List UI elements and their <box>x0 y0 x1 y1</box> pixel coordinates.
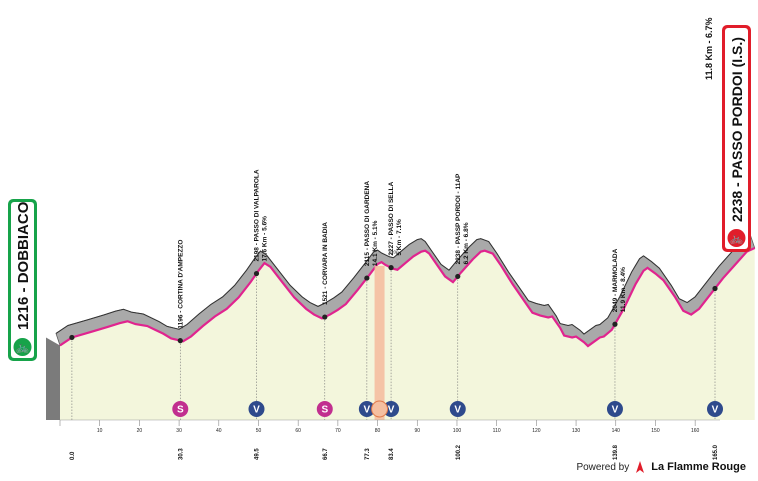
x-tick-label: 110 <box>493 428 501 434</box>
x-tick-label: 30 <box>176 428 182 434</box>
waypoint-km-label: 66.7 <box>323 448 329 460</box>
x-tick-label: 120 <box>532 428 541 434</box>
waypoint-labels: 1196 - CORTINA D'AMPEZZO 2198 - PASSO DI … <box>177 169 627 328</box>
waypoint-dot <box>388 265 394 271</box>
waypoint-dot <box>364 275 370 281</box>
gpm-marker <box>449 401 466 417</box>
x-tick-label: 90 <box>414 428 420 434</box>
y-tick-label: 2200 <box>389 250 400 255</box>
waypoint-km-label: 0.0 <box>70 451 76 460</box>
profile-ridge-line <box>55 235 751 335</box>
sprint-marker <box>316 401 333 417</box>
x-tick-label: 70 <box>335 428 341 434</box>
x-tick-label: 150 <box>651 428 660 434</box>
waypoint-climb-info: 11.9 Km - 8.4% <box>620 267 627 312</box>
x-tick-label: 20 <box>137 428 143 434</box>
profile-fill <box>60 248 755 420</box>
brand-name: La Flamme Rouge <box>651 461 746 473</box>
waypoint-name-label: 2115 - PASSO DI GARDENA <box>364 181 371 266</box>
waypoint-climb-info: 17.6 Km - 5.6% <box>262 216 269 262</box>
finish-box: 🚲 2238 - PASSO PORDOI (I.S.) 11.8 Km - 6… <box>704 17 751 252</box>
waypoint-name-label: 1196 - CORTINA D'AMPEZZO <box>177 240 184 329</box>
x-tick-label: 60 <box>295 428 301 434</box>
finish-marker <box>707 401 723 417</box>
waypoint-name-label: 1521 - CORVARA IN BADIA <box>322 222 329 305</box>
x-tick-label: 50 <box>256 428 262 434</box>
start-icon: 🚲 <box>16 342 30 354</box>
sprint-marker <box>172 401 189 417</box>
waypoint-dot <box>69 334 75 341</box>
x-tick-label: 80 <box>375 428 381 434</box>
gpm-marker-glyph: V <box>612 405 619 416</box>
waypoint-dot <box>253 270 260 277</box>
waypoint-dot <box>322 314 328 320</box>
waypoint-dot <box>455 273 461 280</box>
x-axis: 10 20 30 40 50 60 70 80 90 100 110 120 130 140 150 160 0… <box>59 419 720 460</box>
profile-left-wall <box>46 337 60 420</box>
waypoint-name-label: 2238 - PASSP PORDOI - 11AP <box>455 173 462 264</box>
waypoint-climb-info: 5 Km - 7.1% <box>396 219 403 256</box>
bonus-marker <box>371 400 389 418</box>
bonus-band <box>374 265 385 420</box>
waypoint-dot <box>712 285 718 292</box>
profile-area <box>46 235 756 420</box>
gpm-marker-glyph: V <box>454 405 461 416</box>
start-box: 🚲 1216 - DOBBIACO <box>8 199 37 361</box>
gpm-marker <box>606 401 623 417</box>
gpm-marker-glyph: V <box>388 405 395 416</box>
x-tick-label: 140 <box>612 428 621 434</box>
finish-marker-glyph: V <box>712 405 719 416</box>
waypoint-climb-info: 6.2 Km - 6.8% <box>463 222 470 264</box>
waypoint-name-label: 2198 - PASSO DI VALPAROLA <box>254 169 261 261</box>
x-tick-label: 160 <box>691 428 700 434</box>
waypoint-name-label: 2227 - PASSO DI SELLA <box>388 181 395 255</box>
gpm-marker <box>248 401 265 417</box>
finish-icon: 🚲 <box>730 233 744 245</box>
x-tick-label: 40 <box>216 428 222 434</box>
x-tick-label: 10 <box>97 428 103 434</box>
waypoint-km-label: 30.3 <box>178 448 184 460</box>
waypoint-climb-info: 14.1 Km - 5.1% <box>372 220 379 266</box>
gpm-marker-glyph: V <box>253 405 260 416</box>
waypoint-name-label: 2049 - MARMOLADA <box>612 248 619 312</box>
gpm-marker-glyph: V <box>364 405 371 416</box>
waypoint-km-label: 139.8 <box>613 444 619 460</box>
flame-icon <box>636 461 645 473</box>
waypoint-km-label: 77.3 <box>365 448 371 460</box>
gpm-marker <box>383 401 400 417</box>
start-label: 1216 - DOBBIACO <box>15 201 32 330</box>
road-line <box>59 246 756 348</box>
waypoint-km-label: 83.4 <box>389 448 395 460</box>
waypoint-km-label: 165.0 <box>713 444 719 460</box>
brand: Powered by La Flamme Rouge <box>576 461 746 473</box>
waypoint-dot <box>612 321 618 327</box>
finish-climb-info: 11.8 Km - 6.7% <box>704 17 714 80</box>
gpm-marker <box>358 401 375 417</box>
sprint-marker-glyph: S <box>321 405 328 416</box>
x-tick-label: 100 <box>453 428 462 434</box>
waypoint-km-label: 100.2 <box>456 444 462 460</box>
waypoint-dot <box>177 338 183 344</box>
powered-by-text: Powered by <box>576 461 630 473</box>
waypoint-km-label: 49.5 <box>255 448 261 460</box>
finish-label: 2238 - PASSO PORDOI (I.S.) <box>729 37 745 222</box>
x-tick-label: 130 <box>572 428 581 434</box>
sprint-marker-glyph: S <box>177 405 184 416</box>
